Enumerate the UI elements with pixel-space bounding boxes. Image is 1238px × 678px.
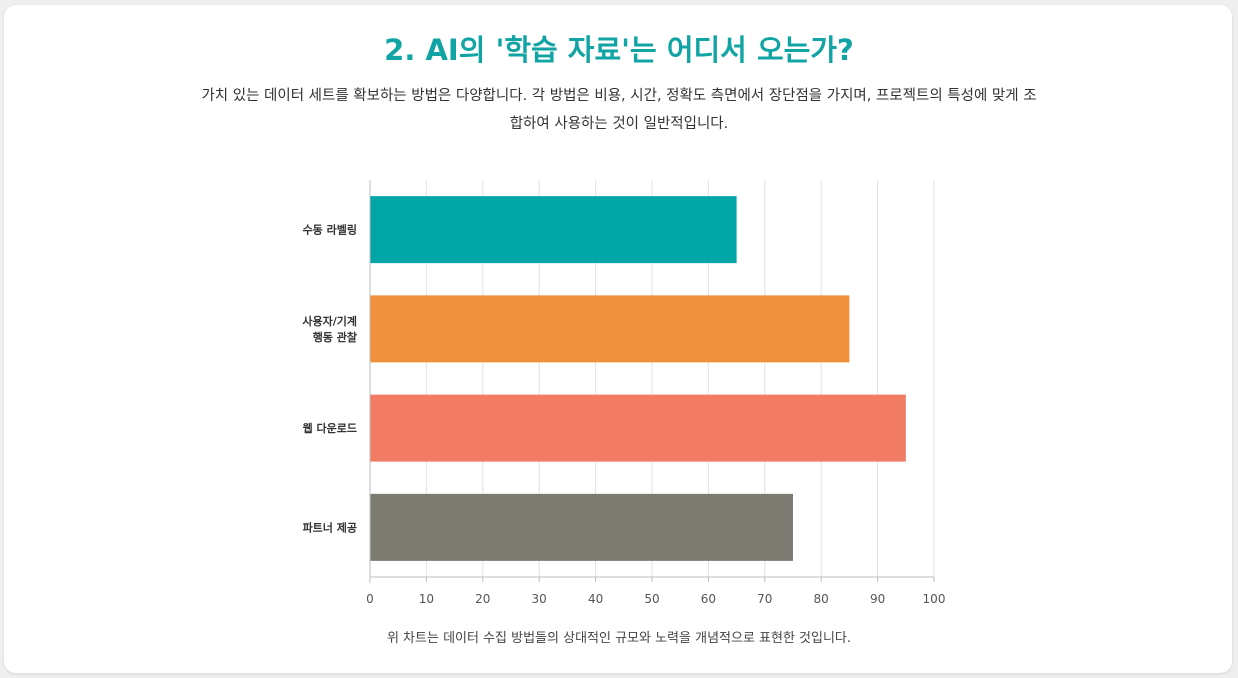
category-label: 파트너 제공 [303, 520, 357, 534]
x-tick-label: 70 [757, 592, 772, 606]
x-tick-label: 0 [366, 592, 374, 606]
bar [370, 196, 737, 264]
x-tick-label: 40 [588, 592, 603, 606]
category-label: 웹 다운로드 [303, 421, 357, 435]
page-subtitle: 가치 있는 데이터 세트를 확보하는 방법은 다양합니다. 각 방법은 비용, … [201, 88, 1037, 132]
x-tick-label: 20 [475, 592, 490, 606]
x-tick-label: 60 [701, 592, 716, 606]
bar [370, 493, 793, 561]
category-label: 사용자/기계 [302, 314, 357, 328]
x-tick-labels: 0 10 20 30 40 50 60 70 80 90 100 [366, 592, 945, 606]
chart-caption: 위 차트는 데이터 수집 방법들의 상대적인 규모와 노력을 개념적으로 표현한… [386, 631, 852, 646]
x-tick-label: 90 [870, 592, 885, 606]
bars [370, 196, 906, 561]
bar [370, 394, 906, 462]
bar [370, 295, 850, 363]
category-label: 행동 관찰 [313, 330, 357, 344]
x-tick-label: 30 [532, 592, 547, 606]
x-tick-label: 80 [814, 592, 829, 606]
x-tick-label: 50 [644, 592, 659, 606]
x-tick-label: 100 [923, 592, 946, 606]
x-tick-label: 10 [419, 592, 434, 606]
axes [369, 180, 935, 583]
page-title: 2. AI의 '학습 자료'는 어디서 오는가? [384, 33, 854, 67]
category-label: 수동 라벨링 [303, 223, 357, 237]
